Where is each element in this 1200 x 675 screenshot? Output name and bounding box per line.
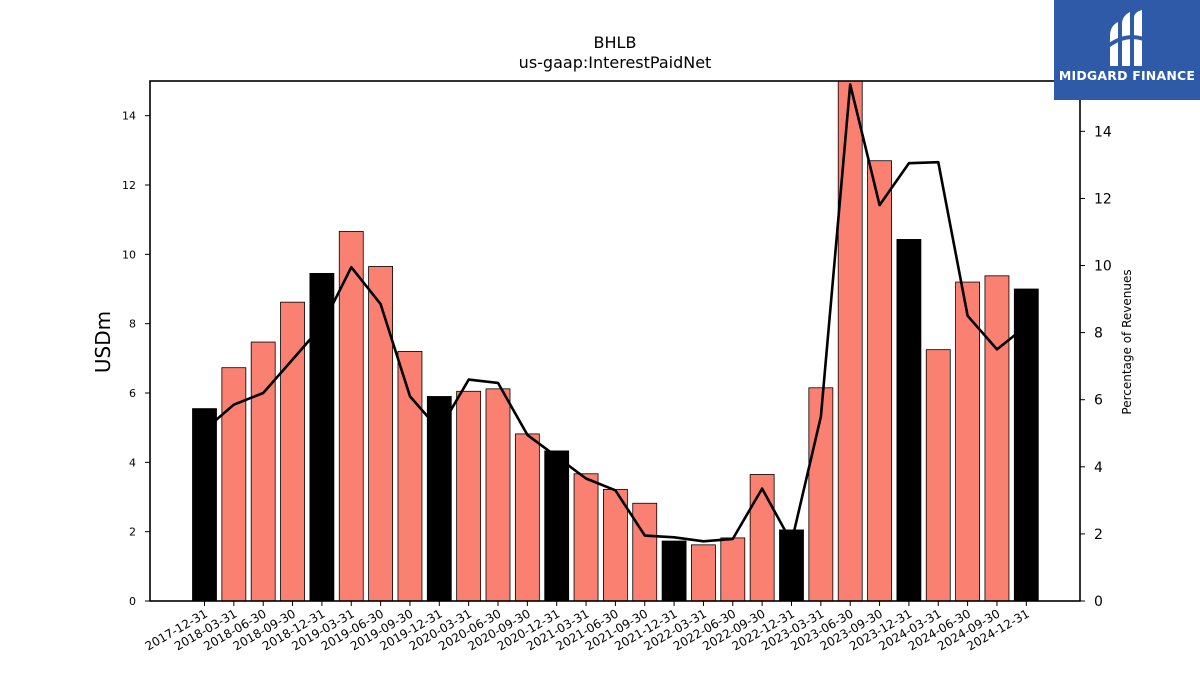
bar [309,272,335,602]
bar [456,390,482,602]
bar [544,450,570,602]
bar [514,433,540,602]
bar [280,301,305,602]
y2-tick-label: 0 [1094,594,1103,610]
bar [485,388,511,602]
y2-tick-label: 6 [1094,393,1103,409]
bar [338,231,364,602]
y-tick-label: 14 [122,110,136,123]
bar [1013,288,1039,602]
bar [867,160,892,602]
y-tick-label: 2 [129,526,136,539]
y-tick-label: 10 [122,248,136,261]
bar [720,537,746,602]
y2-axis-label: Percentage of Revenues [1120,269,1134,414]
y2-tick-label: 14 [1094,124,1112,140]
bar [808,387,834,602]
bar [955,281,980,602]
chart-title: BHLB [594,33,637,52]
plot-area: 02468101214024681012142017-12-312018-03-… [122,80,1112,653]
y-tick-label: 8 [129,318,136,331]
y-tick-label: 12 [122,179,136,192]
series-line [203,83,1028,544]
logo-text: MIDGARD FINANCE [1058,68,1196,83]
y2-tick-label: 10 [1094,259,1112,275]
y-tick-label: 4 [129,456,136,469]
bar [368,266,394,602]
y2-tick-label: 12 [1094,191,1112,207]
bar [984,275,1010,602]
bar [749,474,775,602]
bar [221,367,247,602]
chart-subtitle: us-gaap:InterestPaidNet [519,53,712,72]
bar [925,349,951,602]
bar [397,350,423,602]
bar [603,488,628,602]
bar [426,396,452,602]
y-axis-label: USDm [91,311,115,373]
logo-mark-icon [1106,10,1147,66]
bar [661,540,687,602]
bar [691,544,716,602]
bar [632,502,658,602]
y2-tick-label: 4 [1094,460,1103,476]
midgard-finance-logo: MIDGARD FINANCE [1054,0,1200,100]
y-tick-label: 6 [129,387,136,400]
y2-tick-label: 2 [1094,527,1103,543]
y-tick-label: 0 [129,595,136,608]
y2-tick-label: 8 [1094,326,1103,342]
bar [837,80,863,602]
bar [250,341,276,602]
bar [896,239,922,602]
bar [192,408,217,602]
bar [573,473,599,602]
